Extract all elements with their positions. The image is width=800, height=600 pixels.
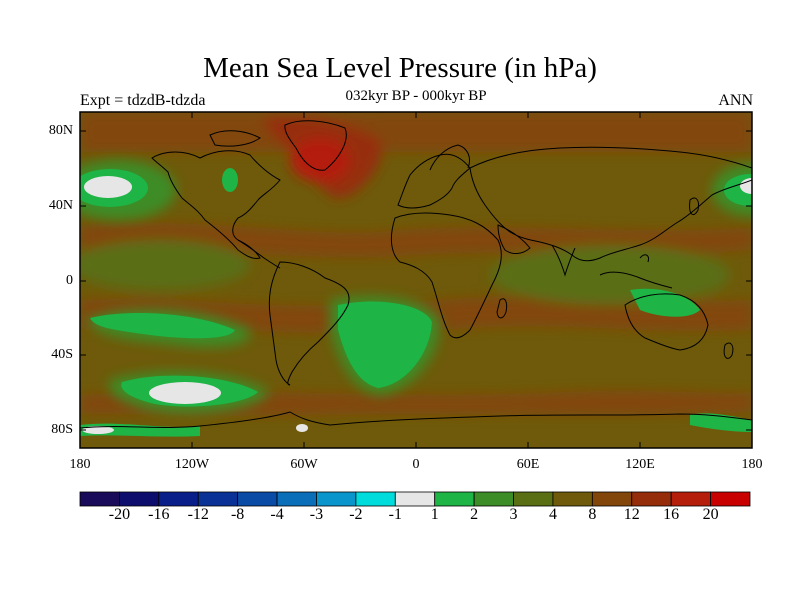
colorbar-box	[79, 491, 120, 507]
lon-ticks	[191, 112, 641, 448]
lat-label-80s: 80S	[51, 422, 73, 437]
colorbar-label: -4	[270, 506, 284, 523]
coast-japan	[689, 197, 699, 216]
pressure-field	[80, 112, 752, 448]
colorbar-box	[197, 491, 239, 507]
lon-label-0: 0	[412, 457, 420, 472]
lon-label-180w: 180	[69, 457, 91, 472]
colorbar-box	[158, 491, 199, 507]
colorbar-label: -1	[388, 506, 402, 523]
field-min-ross	[82, 426, 114, 434]
season-label: ANN	[718, 92, 753, 109]
field-3to4-indian	[490, 245, 730, 305]
colorbar-label: 2	[470, 506, 479, 523]
colorbar-label: -3	[309, 506, 324, 523]
colorbar-label: 3	[509, 506, 518, 523]
field-band-arctic	[80, 112, 752, 152]
colorbar-box	[394, 491, 436, 507]
coast-australia	[624, 293, 709, 351]
lon-label-180e: 180	[741, 457, 763, 472]
colorbar-box	[513, 491, 554, 507]
coast-africa	[390, 212, 502, 339]
colorbar-box	[552, 491, 593, 507]
lat-label-40s: 40S	[51, 347, 73, 362]
coast-arabia	[497, 224, 531, 254]
coast-madagascar	[496, 298, 508, 319]
lon-label-60e: 60E	[516, 457, 540, 472]
colorbar	[79, 491, 751, 507]
lon-label-120e: 120E	[625, 457, 655, 472]
experiment-label: Expt = tdzdB-tdzda	[80, 92, 206, 109]
colorbar-box	[119, 491, 160, 507]
field-1to2-satl	[338, 301, 432, 388]
field-min-weddell	[296, 424, 308, 432]
colorbar-box	[237, 491, 278, 507]
coastlines	[80, 120, 752, 429]
colorbar-label: -12	[187, 506, 209, 523]
coast-south-america	[268, 261, 350, 386]
lat-label-80n: 80N	[48, 123, 73, 138]
colorbar-box	[355, 491, 396, 507]
coast-antarctica	[80, 411, 752, 429]
colorbar-box	[276, 491, 317, 507]
colorbar-label: -8	[230, 506, 245, 523]
colorbar-label: -2	[349, 506, 363, 523]
coast-asia	[469, 146, 752, 262]
lat-label-0: 0	[66, 273, 73, 288]
colorbar-box	[631, 491, 672, 507]
colorbar-label: 20	[702, 506, 719, 523]
field-peak-greenland	[290, 138, 350, 182]
field-min-npac-west	[84, 176, 132, 198]
lon-label-120w: 120W	[174, 457, 210, 472]
map-title: Mean Sea Level Pressure (in hPa)	[203, 52, 597, 84]
coast-new-zealand	[723, 342, 734, 359]
colorbar-label: 4	[548, 506, 557, 523]
field-3to4-pacific	[80, 240, 250, 290]
colorbar-label: 12	[623, 506, 640, 523]
coast-philippines	[639, 254, 649, 263]
colorbar-label: -20	[108, 506, 131, 523]
colorbar-box	[591, 491, 633, 507]
field-min-amundsen	[149, 382, 221, 404]
coast-india	[551, 244, 576, 277]
lat-label-40n: 40N	[48, 198, 73, 213]
coast-arctic-islands	[209, 130, 261, 147]
map-subtitle: 032kyr BP - 000kyr BP	[345, 88, 487, 104]
colorbar-box	[670, 491, 711, 507]
colorbar-box	[316, 491, 357, 507]
colorbar-box	[434, 491, 475, 507]
colorbar-label: 8	[588, 506, 597, 523]
field-min-npac-east	[740, 178, 752, 194]
field-antarctic	[80, 428, 752, 448]
lon-label-60w: 60W	[290, 457, 318, 472]
coast-central-america	[237, 239, 281, 269]
colorbar-label: 16	[663, 506, 680, 523]
colorbar-box	[473, 491, 514, 507]
colorbar-box	[710, 491, 751, 507]
coast-indonesia	[599, 271, 673, 289]
field-1to2-hudson	[222, 168, 238, 192]
coast-greenland	[284, 120, 347, 171]
coast-scandinavia	[429, 144, 471, 171]
lat-ticks	[80, 130, 752, 431]
colorbar-label: -16	[148, 506, 170, 523]
field-1to2-spac	[90, 313, 235, 339]
colorbar-label: 1	[430, 506, 439, 523]
